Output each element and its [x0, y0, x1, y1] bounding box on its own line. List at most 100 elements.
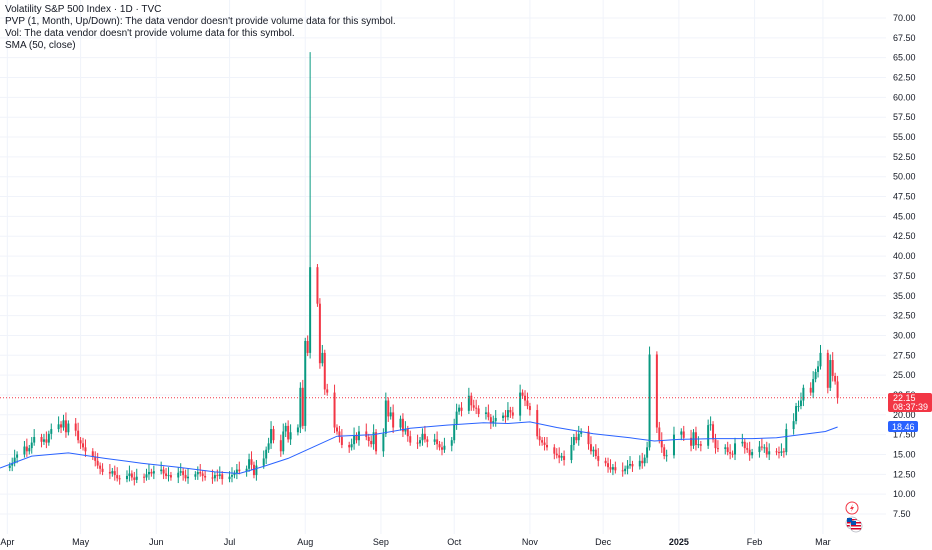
candle-body — [758, 446, 761, 453]
legend-sma[interactable]: SMA (50, close) — [5, 40, 76, 51]
legend-vol[interactable]: Vol: The data vendor doesn't provide vol… — [5, 28, 295, 39]
candle-body — [221, 474, 224, 480]
candle-body — [809, 387, 812, 393]
candle-body — [338, 431, 341, 438]
candle-body — [57, 424, 60, 430]
candle-body — [355, 435, 358, 441]
candle-body — [690, 437, 693, 446]
candle-body — [826, 352, 829, 388]
candle-body — [213, 475, 216, 479]
legend-title[interactable]: Volatility S&P 500 Index · 1D · TVC — [5, 4, 162, 15]
candle-body — [426, 439, 429, 442]
candle-body — [492, 421, 495, 424]
candle-body — [389, 412, 392, 417]
candle-body — [592, 449, 595, 452]
candle-body — [658, 427, 661, 441]
candle-body — [211, 477, 214, 479]
candle-body — [101, 468, 104, 472]
candle-body — [834, 375, 837, 382]
x-tick-label: Apr — [0, 537, 14, 547]
candle-body — [125, 475, 128, 480]
candle-body — [323, 352, 326, 390]
x-tick-label: Aug — [297, 537, 313, 547]
candle-body — [748, 449, 751, 456]
candle-body — [502, 415, 505, 418]
candle-body — [467, 395, 470, 411]
candle-body — [169, 475, 172, 478]
candle-body — [589, 444, 592, 452]
candle-body — [665, 455, 668, 457]
candle-body — [348, 444, 351, 448]
candle-body — [699, 444, 702, 446]
y-tick-label: 45.00 — [893, 211, 916, 221]
candle-body — [707, 425, 710, 446]
candle-body — [643, 457, 646, 464]
candle-body — [289, 432, 292, 440]
candle-body — [528, 406, 531, 411]
candle-body — [511, 412, 514, 416]
candle-body — [182, 471, 185, 476]
candle-body — [296, 427, 299, 433]
candle-body — [143, 476, 146, 478]
candle-body — [372, 432, 375, 445]
legend-pvp[interactable]: PVP (1, Month, Up/Down): The data vendor… — [5, 16, 396, 27]
candle-body — [113, 471, 116, 476]
candle-body — [611, 467, 614, 470]
time-axis[interactable]: Apr May Jun Jul Aug Sep Oct Nov Dec 2025 Feb Mar — [0, 537, 830, 547]
candle-body — [33, 437, 36, 443]
candle-body — [67, 423, 70, 433]
candle-body — [230, 475, 233, 477]
candle-body — [392, 412, 395, 428]
candle-body — [13, 457, 16, 464]
price-axis[interactable]: 7.5010.0012.5015.0017.5020.0022.5025.002… — [893, 13, 916, 519]
candle-body — [763, 447, 766, 449]
candle-body — [340, 437, 343, 445]
candle-body — [265, 449, 268, 459]
candle-body — [118, 478, 121, 480]
candle-body — [506, 410, 509, 418]
candle-body — [760, 446, 763, 448]
candle-body — [509, 410, 512, 413]
candle-body — [250, 459, 253, 465]
candle-body — [726, 447, 729, 453]
flash-icon[interactable] — [845, 501, 859, 515]
candle-body — [201, 473, 204, 476]
candle-body — [306, 340, 309, 353]
y-tick-label: 50.00 — [893, 172, 916, 182]
candle-body — [629, 464, 632, 466]
candle-body — [712, 424, 715, 440]
candle-body — [638, 460, 641, 467]
candle-body — [440, 447, 443, 450]
candle-body — [316, 267, 319, 304]
candle-body — [350, 444, 353, 448]
candle-body — [177, 472, 180, 478]
candle-body — [218, 474, 221, 476]
candle-body — [382, 433, 385, 452]
candle-body — [299, 387, 302, 428]
candle-body — [751, 452, 754, 456]
candle-body — [729, 452, 732, 454]
candle-body — [216, 475, 219, 477]
candle-body — [655, 354, 658, 428]
candle-body — [433, 439, 436, 442]
last-price-value: 22.15 — [893, 393, 916, 403]
candle-body — [436, 439, 439, 445]
candle-body — [526, 400, 529, 407]
candle-body — [614, 467, 617, 471]
candle-body — [11, 463, 14, 466]
candle-body — [768, 451, 771, 455]
candle-body — [458, 407, 461, 412]
sma-line — [0, 421, 838, 475]
price-axis-bg — [886, 0, 932, 550]
candle-body — [553, 447, 556, 454]
candle-body — [782, 451, 785, 453]
candle-body — [494, 417, 497, 422]
candle-body — [504, 415, 507, 418]
candle-body — [609, 467, 612, 470]
candle-body — [228, 476, 231, 480]
candle-body — [802, 387, 805, 401]
last-price-tag: 22.15 08:37:39 — [888, 393, 932, 412]
y-tick-label: 15.00 — [893, 449, 916, 459]
candle-body — [819, 352, 822, 367]
